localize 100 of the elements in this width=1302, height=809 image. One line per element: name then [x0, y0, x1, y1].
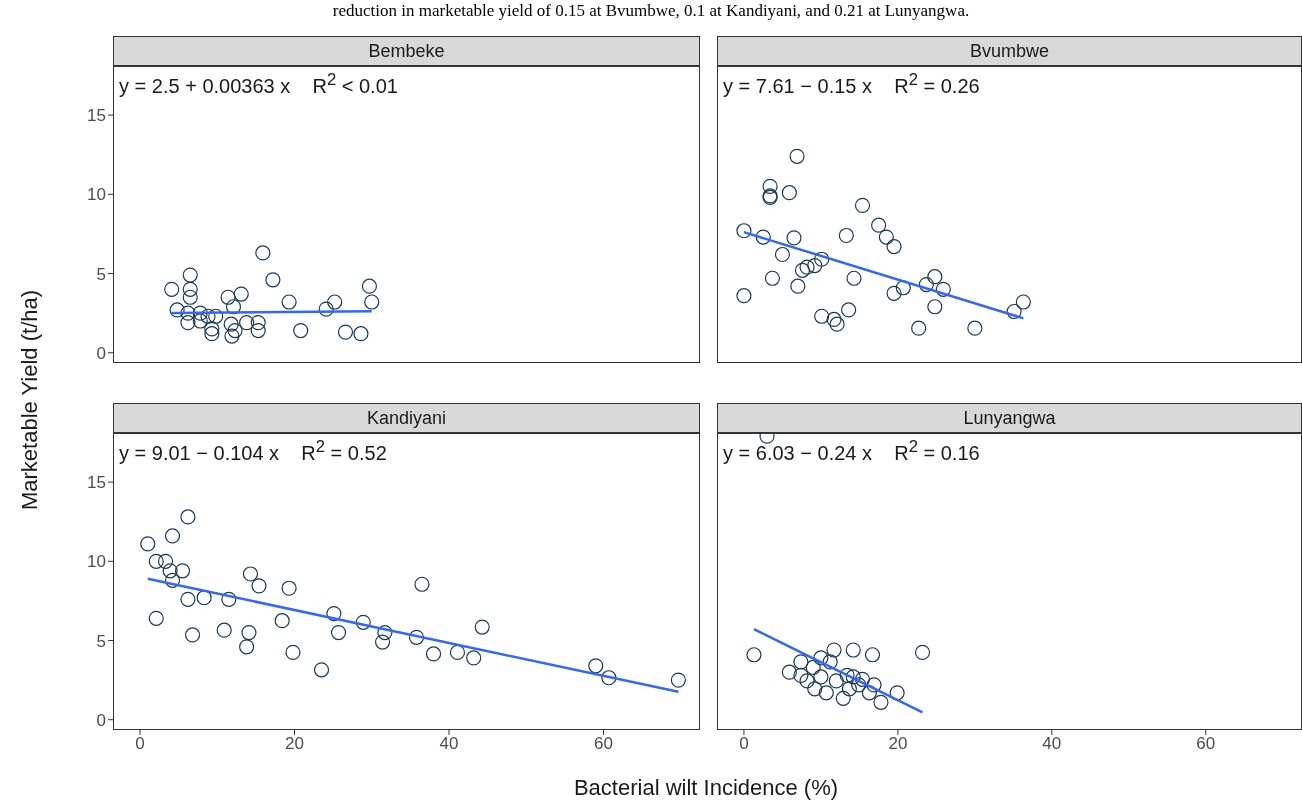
y-axis-title: Marketable Yield (t/ha) — [17, 289, 43, 511]
point — [886, 238, 902, 255]
point — [200, 308, 216, 324]
point — [157, 553, 174, 569]
point — [239, 639, 255, 655]
x-tick-label: 20 — [888, 734, 908, 754]
point — [911, 320, 927, 336]
point — [204, 326, 220, 342]
annotation: y = 7.61 − 0.15 x R$^{2}$ = 0.26 — [723, 70, 980, 98]
point — [861, 685, 878, 701]
point — [182, 281, 198, 297]
point — [474, 619, 490, 635]
point — [227, 322, 243, 339]
point — [180, 315, 196, 331]
point — [327, 294, 343, 310]
point — [935, 281, 951, 297]
point — [793, 654, 809, 670]
point — [814, 308, 830, 324]
point — [337, 324, 354, 340]
point — [182, 289, 198, 305]
point — [196, 590, 212, 606]
point — [786, 230, 802, 246]
point — [364, 294, 380, 310]
point — [866, 677, 882, 693]
point — [774, 246, 791, 263]
point — [851, 677, 867, 693]
y-tick-label: 10 — [87, 552, 106, 572]
point — [822, 654, 838, 670]
point — [250, 322, 266, 339]
text: reduction in marketable yield of 0.15 at Bvumbwe, 0.1 at Kandiyani, and 0.21 at Lunyangwa. — [331, 1, 971, 21]
point — [216, 622, 232, 638]
point — [425, 646, 442, 662]
point — [736, 288, 752, 304]
y-tick-label: 5 — [96, 264, 106, 284]
point — [845, 642, 861, 658]
point — [845, 669, 861, 685]
point — [813, 669, 829, 685]
annotation: y = 2.5 + 0.00363 x R$^{2}$ < 0.01 — [119, 70, 398, 98]
chart-title: Lunyangwa — [717, 403, 1302, 433]
point — [220, 289, 236, 305]
y-tick-label: 15 — [87, 106, 106, 126]
point — [927, 299, 943, 315]
point — [374, 634, 391, 650]
x-axis-title: Bacterial wilt Incidence (%) — [573, 775, 839, 801]
point — [180, 591, 196, 607]
point — [762, 178, 778, 194]
point — [835, 690, 851, 706]
point — [807, 257, 823, 274]
y-tick-label: 5 — [96, 631, 106, 651]
point — [918, 276, 934, 293]
point — [841, 681, 857, 697]
point — [854, 197, 871, 213]
point — [353, 326, 369, 342]
x-tick-label: 0 — [739, 734, 749, 754]
point — [224, 328, 240, 344]
point — [242, 566, 259, 582]
point — [838, 227, 854, 244]
point — [180, 305, 196, 321]
point — [799, 259, 815, 275]
x-tick-label: 60 — [593, 734, 613, 754]
point — [164, 281, 180, 297]
point — [1015, 294, 1031, 310]
point — [839, 667, 855, 683]
point — [1006, 303, 1022, 320]
point — [239, 315, 255, 331]
point — [927, 269, 943, 285]
point — [361, 278, 378, 294]
point — [182, 267, 198, 283]
point — [204, 321, 220, 337]
point — [223, 316, 239, 332]
point — [169, 302, 185, 318]
point — [192, 313, 208, 329]
point — [251, 578, 267, 594]
point — [886, 285, 902, 301]
point — [148, 610, 164, 626]
point — [826, 311, 842, 328]
point — [241, 624, 257, 641]
point — [265, 272, 281, 288]
point — [192, 305, 208, 321]
point — [164, 572, 181, 588]
point — [781, 664, 797, 680]
point — [281, 294, 297, 310]
point — [274, 613, 290, 629]
y-tick-label: 10 — [87, 185, 106, 205]
point — [790, 278, 806, 294]
point — [377, 624, 393, 641]
point — [281, 580, 297, 596]
point — [805, 659, 821, 676]
annotation: y = 9.01 − 0.104 x R$^{2}$ = 0.52 — [119, 437, 387, 465]
x-tick-label: 40 — [1042, 734, 1062, 754]
point — [326, 605, 342, 622]
point — [221, 591, 237, 607]
point — [826, 642, 842, 658]
y-tick-label: 15 — [87, 473, 106, 493]
x-tick-label: 0 — [135, 734, 145, 754]
point — [355, 614, 371, 630]
point — [164, 528, 181, 544]
chart-title: Bembeke — [113, 36, 700, 66]
point — [781, 185, 797, 201]
point — [255, 245, 271, 261]
